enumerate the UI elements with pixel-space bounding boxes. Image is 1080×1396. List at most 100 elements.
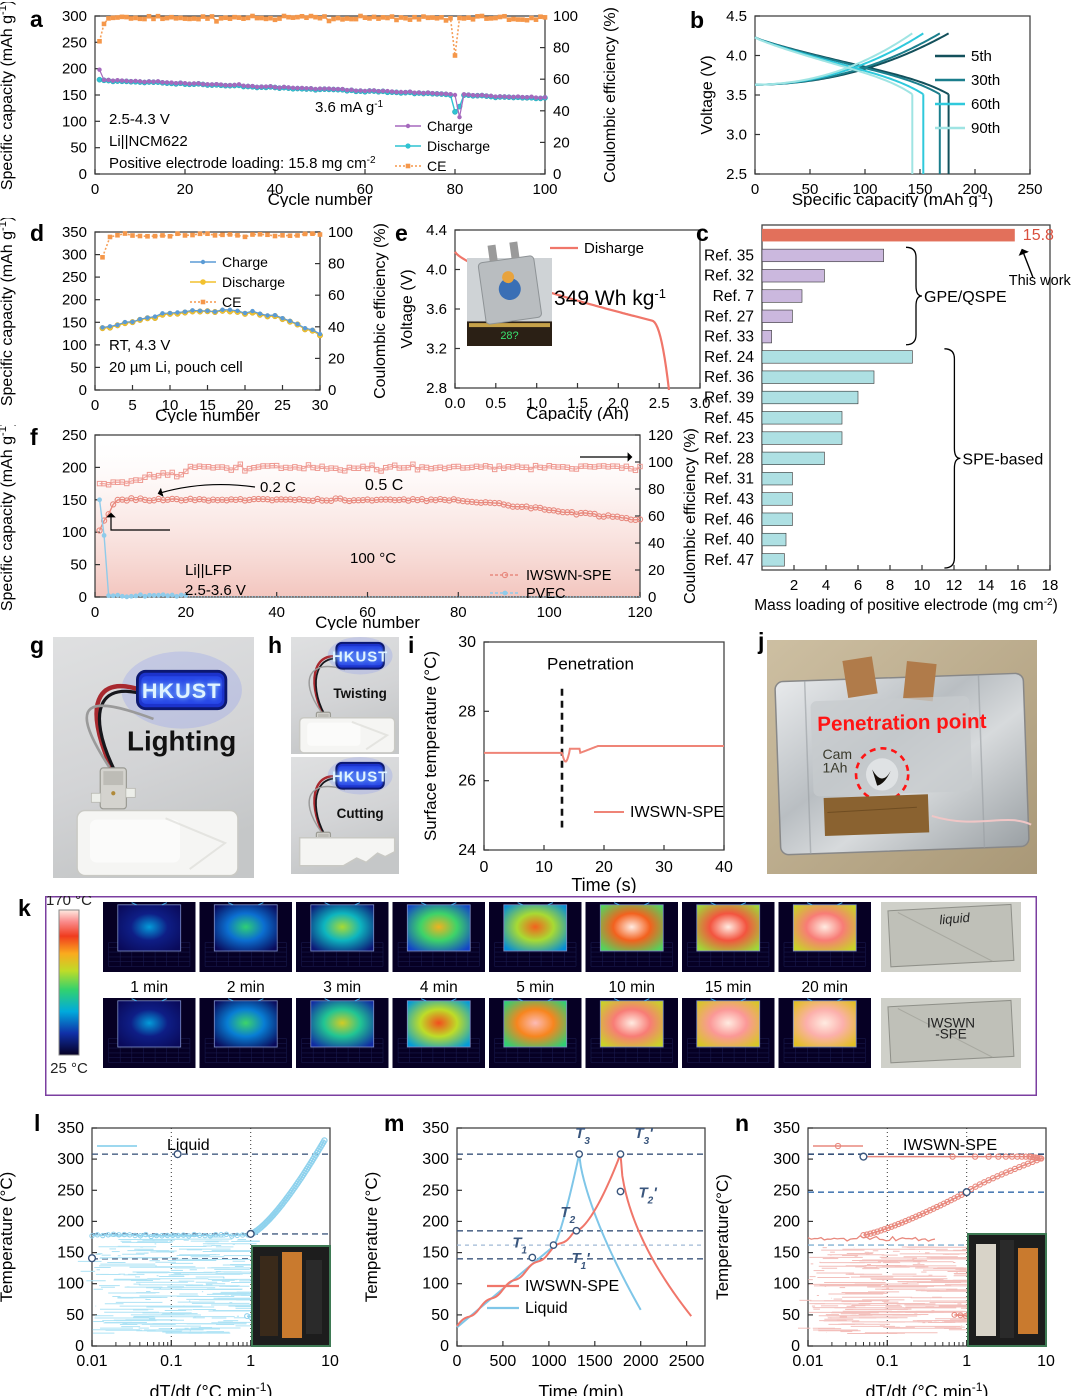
svg-text:4.0: 4.0 [426, 262, 447, 279]
svg-text:0.1: 0.1 [160, 1353, 182, 1370]
svg-text:0.1: 0.1 [876, 1353, 898, 1370]
svg-text:40: 40 [648, 535, 665, 552]
svg-text:HKUST: HKUST [332, 768, 388, 785]
svg-text:IWSWN-SPE: IWSWN-SPE [903, 1137, 997, 1154]
svg-text:20: 20 [177, 181, 194, 198]
svg-text:T1: T1 [512, 1235, 527, 1257]
svg-text:Time (min): Time (min) [538, 1382, 623, 1396]
svg-text:100: 100 [532, 181, 557, 198]
svg-text:349 Wh kg-1: 349 Wh kg-1 [554, 286, 666, 311]
svg-text:Twisting: Twisting [333, 686, 387, 701]
svg-text:4.4: 4.4 [426, 222, 447, 239]
svg-text:dT/dt (°C min-1): dT/dt (°C min-1) [150, 1380, 273, 1396]
svg-text:4 min: 4 min [420, 979, 458, 996]
svg-text:50: 50 [70, 140, 87, 157]
svg-text:100: 100 [62, 113, 87, 130]
svg-text:0.2 C: 0.2 C [260, 479, 296, 496]
svg-text:250: 250 [62, 269, 87, 286]
svg-text:0: 0 [791, 1338, 800, 1355]
svg-text:Coulombic efficiency (%): Coulombic efficiency (%) [372, 223, 389, 399]
svg-text:60: 60 [648, 508, 665, 525]
svg-text:1500: 1500 [577, 1353, 613, 1370]
svg-text:4.5: 4.5 [726, 8, 747, 25]
svg-text:Specific capacity (mAh g-1): Specific capacity (mAh g-1) [0, 2, 16, 190]
svg-text:RT, 4.3 V: RT, 4.3 V [109, 337, 170, 354]
svg-text:3.6: 3.6 [426, 301, 447, 318]
svg-text:Temperature(°C): Temperature(°C) [716, 1174, 732, 1300]
svg-text:Positive electrode loading: 15: Positive electrode loading: 15.8 mg cm-2 [109, 155, 376, 173]
svg-text:100: 100 [422, 1276, 449, 1293]
svg-text:120: 120 [627, 604, 652, 621]
svg-text:10: 10 [535, 859, 553, 876]
svg-text:20: 20 [177, 604, 194, 621]
svg-text:Ref. 32: Ref. 32 [704, 268, 754, 285]
svg-text:Ref. 46: Ref. 46 [704, 511, 754, 528]
svg-text:5th: 5th [971, 48, 992, 65]
svg-text:Ref. 39: Ref. 39 [704, 390, 754, 407]
svg-text:25: 25 [274, 397, 291, 414]
svg-text:Ref. 43: Ref. 43 [704, 491, 754, 508]
svg-text:14: 14 [978, 577, 995, 594]
svg-text:350: 350 [422, 1120, 449, 1137]
svg-text:40: 40 [328, 319, 345, 336]
svg-text:5: 5 [128, 397, 136, 414]
svg-text:250: 250 [1017, 181, 1042, 198]
svg-text:200: 200 [57, 1213, 84, 1230]
svg-text:Ref. 7: Ref. 7 [713, 288, 754, 305]
svg-text:26: 26 [458, 773, 476, 790]
svg-text:20: 20 [553, 134, 570, 151]
svg-text:Discharge: Discharge [427, 138, 490, 154]
svg-text:100: 100 [62, 524, 87, 541]
svg-text:2.8: 2.8 [426, 380, 447, 397]
svg-text:Lighting: Lighting [127, 725, 236, 756]
svg-text:0.0: 0.0 [445, 395, 466, 412]
svg-text:300: 300 [57, 1151, 84, 1168]
svg-text:30: 30 [458, 634, 476, 651]
svg-text:Li||LFP: Li||LFP [185, 562, 232, 579]
svg-text:Penetration point: Penetration point [817, 710, 987, 736]
svg-text:350: 350 [57, 1120, 84, 1137]
svg-text:Coulombic efficiency (%): Coulombic efficiency (%) [682, 428, 699, 604]
svg-text:CE: CE [427, 158, 446, 174]
svg-text:IWSWN-SPE: IWSWN-SPE [526, 568, 612, 584]
svg-text:Voltage (V): Voltage (V) [700, 55, 716, 134]
svg-text:20: 20 [648, 562, 665, 579]
svg-text:250: 250 [62, 34, 87, 51]
svg-text:Cycle number: Cycle number [268, 190, 373, 207]
svg-text:Temperature (°C): Temperature (°C) [365, 1172, 381, 1303]
svg-text:Ref. 47: Ref. 47 [704, 552, 754, 569]
svg-text:120: 120 [648, 427, 673, 444]
svg-text:20 min: 20 min [802, 979, 849, 996]
svg-text:3 min: 3 min [323, 979, 361, 996]
svg-text:Liquid: Liquid [525, 1300, 568, 1317]
svg-text:15 min: 15 min [705, 979, 752, 996]
svg-text:Ref. 24: Ref. 24 [704, 349, 754, 366]
svg-text:2.5: 2.5 [726, 166, 747, 183]
svg-text:3.0: 3.0 [726, 127, 747, 144]
svg-text:16: 16 [1010, 577, 1027, 594]
svg-text:Cutting: Cutting [337, 806, 384, 821]
svg-text:28?: 28? [500, 330, 518, 342]
svg-text:6: 6 [854, 577, 862, 594]
svg-text:170 °C: 170 °C [46, 896, 92, 909]
svg-text:2500: 2500 [669, 1353, 705, 1370]
svg-text:2 min: 2 min [227, 979, 265, 996]
svg-text:3.5: 3.5 [726, 87, 747, 104]
svg-text:dT/dt (°C min-1): dT/dt (°C min-1) [866, 1380, 989, 1396]
svg-text:3.2: 3.2 [426, 341, 447, 358]
svg-text:0: 0 [440, 1338, 449, 1355]
svg-text:Ref. 36: Ref. 36 [704, 369, 754, 386]
svg-text:CE: CE [222, 294, 241, 310]
svg-text:10: 10 [321, 1353, 339, 1370]
svg-text:Ref. 23: Ref. 23 [704, 430, 754, 447]
svg-text:300: 300 [62, 247, 87, 264]
svg-text:100: 100 [57, 1276, 84, 1293]
svg-text:Liquid: Liquid [167, 1137, 210, 1154]
svg-text:Coulombic efficiency (%): Coulombic efficiency (%) [602, 7, 619, 183]
svg-text:IWSWN-SPE: IWSWN-SPE [525, 1278, 619, 1295]
svg-text:1000: 1000 [531, 1353, 567, 1370]
svg-text:80: 80 [553, 40, 570, 57]
svg-text:90th: 90th [971, 120, 1000, 137]
svg-text:0: 0 [553, 166, 561, 183]
svg-text:SPE-based: SPE-based [962, 451, 1043, 468]
